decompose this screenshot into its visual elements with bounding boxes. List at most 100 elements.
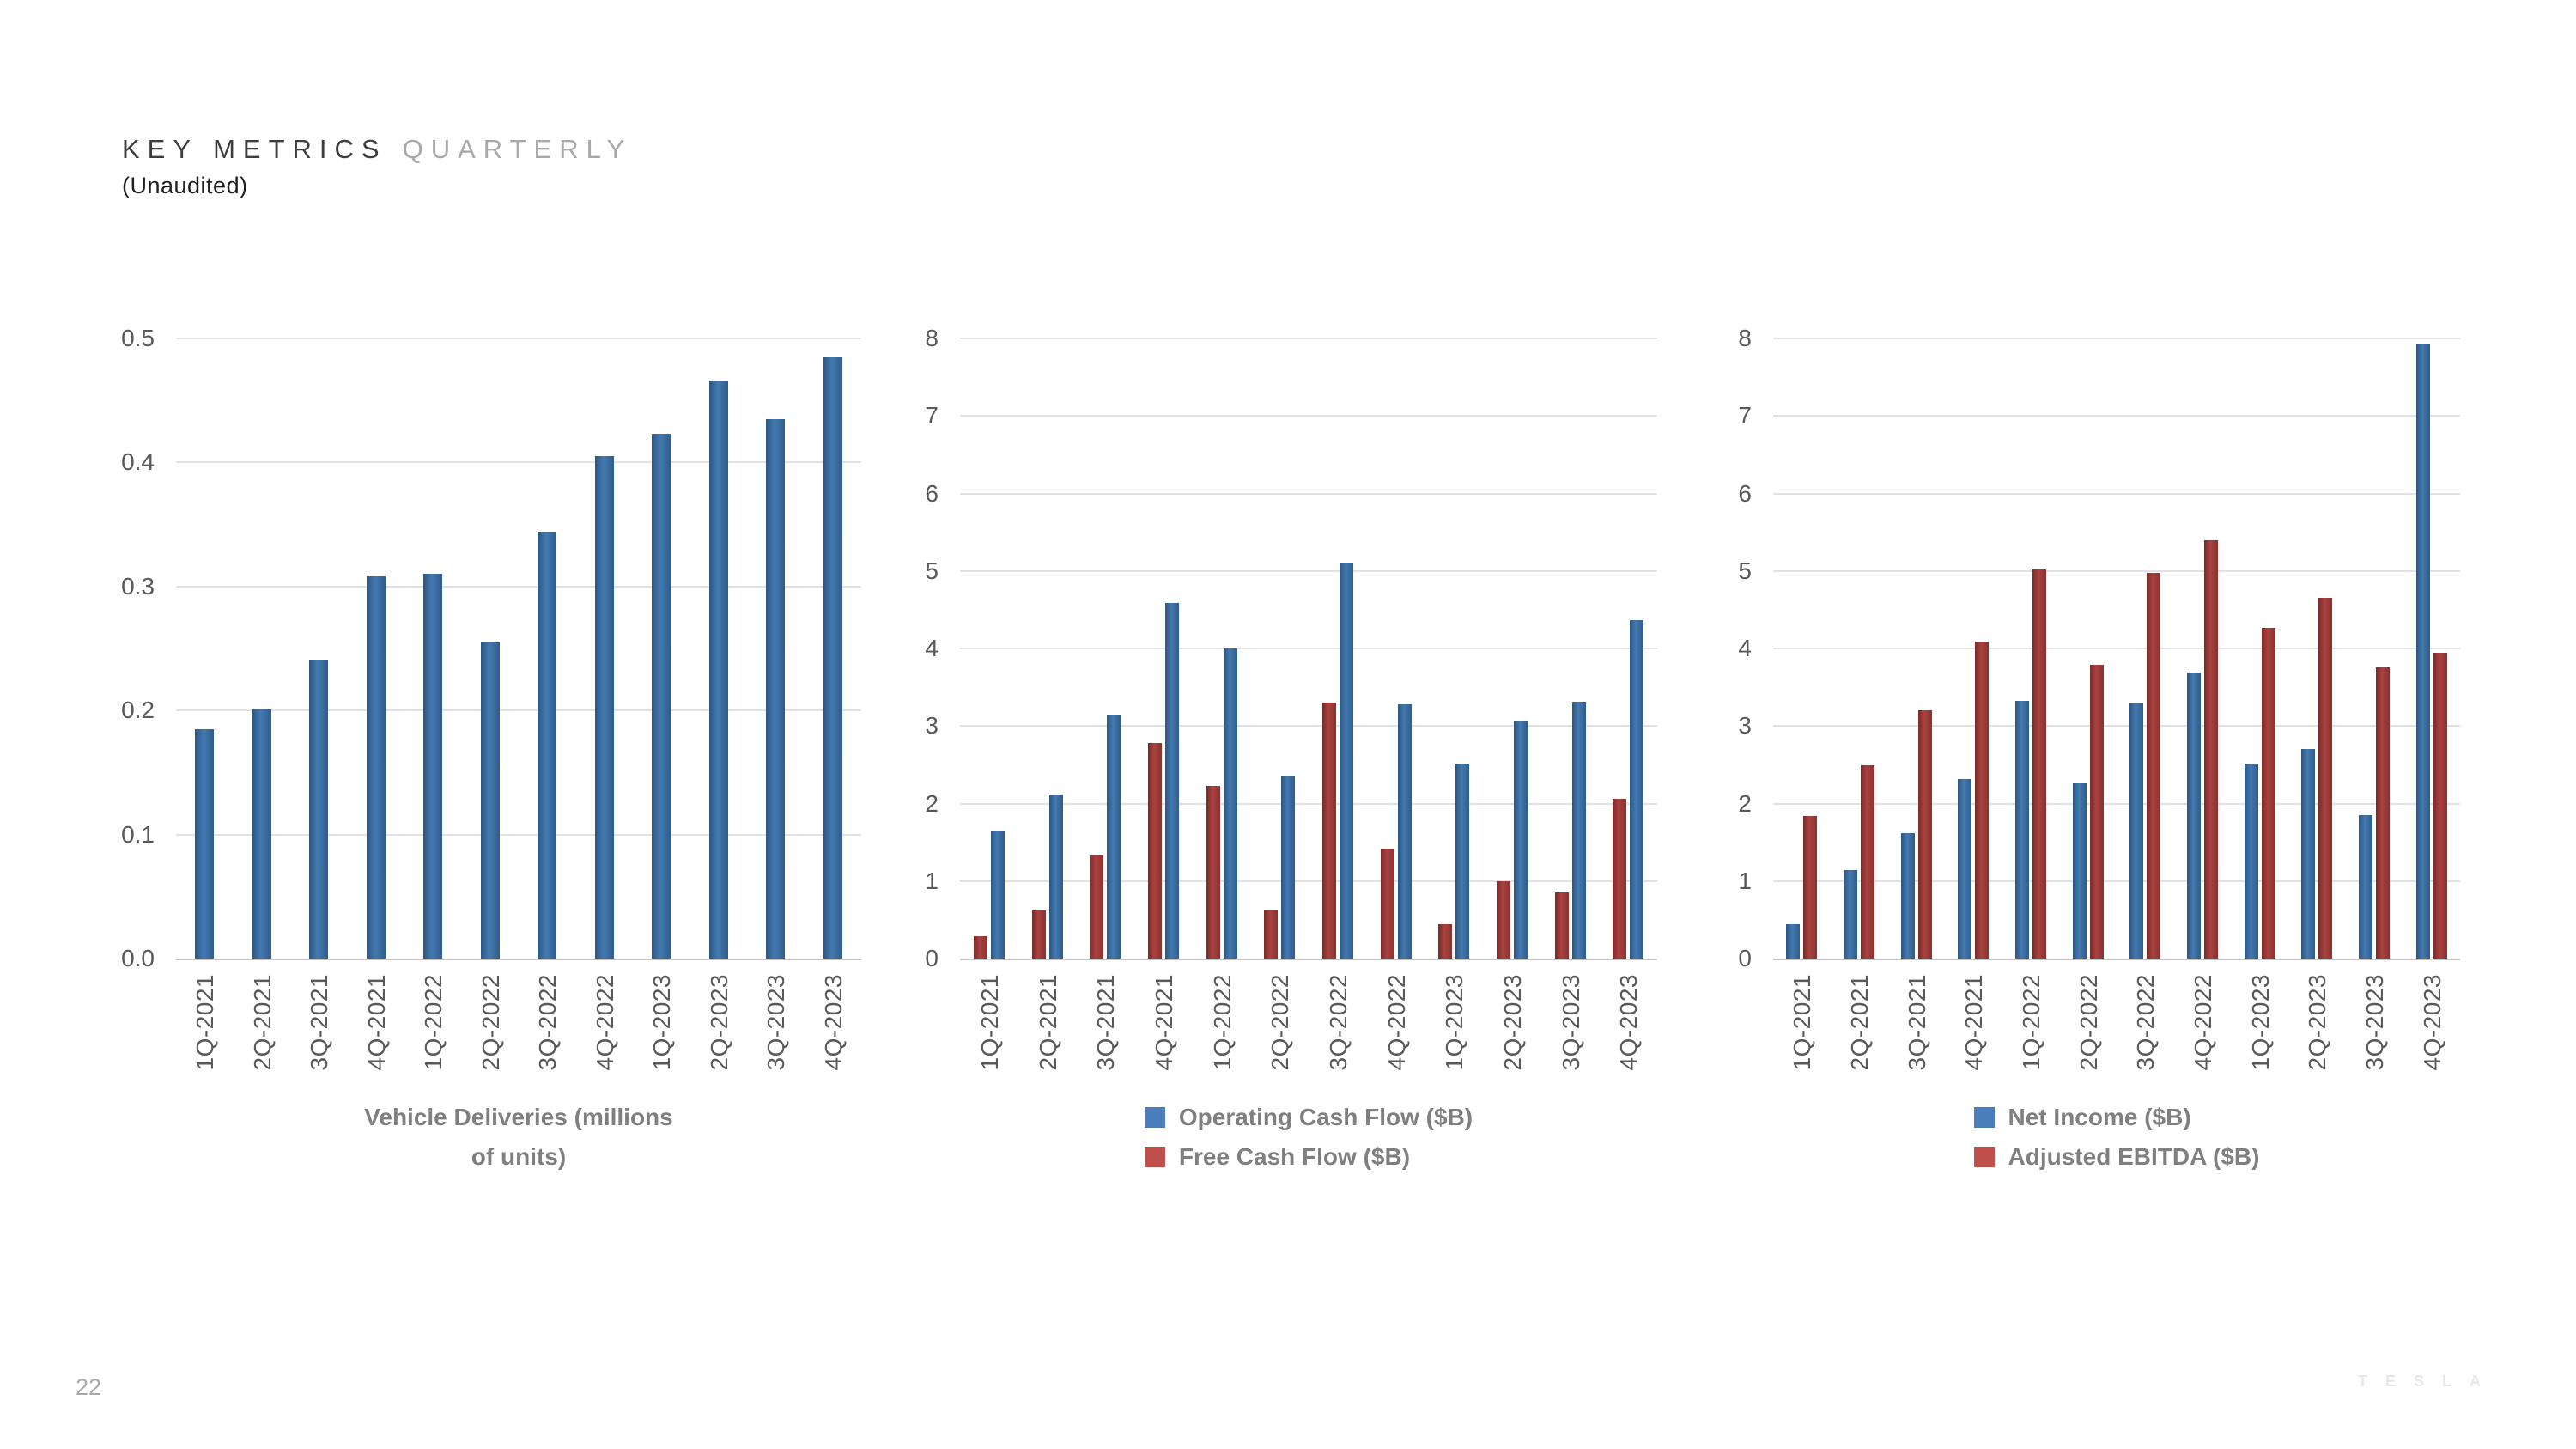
- x-tick-label: 3Q-2021: [1092, 974, 1120, 1071]
- bar-adjusted-ebitda-b-4q-2023: [2433, 652, 2447, 959]
- bar-adjusted-ebitda-b-4q-2021: [1975, 641, 1990, 959]
- blue-legend-swatch-icon: [1973, 1107, 1995, 1128]
- gridline: [1773, 492, 2460, 495]
- gridline: [960, 725, 1657, 728]
- legend-entry-net-income-b: Net Income ($B): [1973, 1098, 2260, 1137]
- x-tick-label: 2Q-2023: [705, 974, 732, 1071]
- page-title: KEY METRICS QUARTERLY: [122, 134, 632, 165]
- x-tick-label: 1Q-2021: [975, 974, 1003, 1071]
- bar-net-income-b-1q-2022: [2015, 701, 2029, 959]
- bar-operating-cash-flow-b-2q-2022: [1281, 776, 1296, 959]
- gridline: [1773, 338, 2460, 339]
- y-tick-label: 0.0: [121, 945, 155, 971]
- x-tick-label: 4Q-2022: [2190, 974, 2216, 1071]
- gridline: [960, 492, 1657, 495]
- bar-vehicle-deliveries-millions-of-units-4q-2022: [594, 456, 614, 959]
- y-tick-label: 0: [925, 945, 939, 971]
- bar-operating-cash-flow-b-4q-2023: [1630, 619, 1644, 959]
- bar-adjusted-ebitda-b-1q-2022: [2032, 569, 2046, 959]
- bar-free-cash-flow-b-3q-2021: [1090, 855, 1104, 959]
- bar-vehicle-deliveries-millions-of-units-3q-2023: [766, 418, 786, 959]
- page-title-secondary: QUARTERLY: [402, 134, 633, 164]
- x-tick-label: 4Q-2022: [1382, 974, 1410, 1071]
- page-subtitle: (Unaudited): [122, 173, 248, 198]
- x-tick-label: 3Q-2021: [1903, 974, 1930, 1071]
- x-axis: 1Q-2021 2Q-2021 3Q-2021 4Q-2021 1Q-2022 2Q-20…: [960, 969, 1657, 1098]
- legend-entry-adjusted-ebitda-b: Adjusted EBITDA ($B): [1973, 1137, 2259, 1177]
- y-tick-label: 4: [925, 635, 939, 661]
- bar-adjusted-ebitda-b-2q-2023: [2318, 598, 2333, 959]
- bar-free-cash-flow-b-1q-2021: [973, 935, 987, 959]
- y-tick-label: 0.5: [121, 325, 155, 351]
- x-tick-label: 1Q-2023: [2246, 974, 2274, 1071]
- y-tick-label: 7: [1738, 402, 1752, 429]
- y-tick-label: 6: [925, 479, 939, 507]
- bar-net-income-b-1q-2021: [1786, 924, 1801, 959]
- x-tick-label: 3Q-2021: [306, 974, 333, 1071]
- y-tick-label: 2: [1738, 789, 1752, 817]
- y-tick-label: 2: [925, 789, 939, 817]
- bar-vehicle-deliveries-millions-of-units-1q-2023: [652, 434, 671, 959]
- bar-free-cash-flow-b-2q-2023: [1496, 880, 1510, 959]
- x-tick-label: 3Q-2023: [2361, 974, 2388, 1071]
- legend-box: Operating Cash Flow ($B) Free Cash Flow (…: [1144, 1098, 1473, 1177]
- bar-adjusted-ebitda-b-3q-2023: [2376, 667, 2390, 959]
- x-axis: 1Q-2021 2Q-2021 3Q-2021 4Q-2021 1Q-2022 2Q-20…: [1773, 969, 2460, 1098]
- y-tick-label: 4: [1738, 635, 1752, 661]
- y-tick-label: 3: [925, 712, 939, 740]
- x-tick-label: 1Q-2021: [191, 974, 219, 1071]
- bar-operating-cash-flow-b-1q-2023: [1455, 764, 1470, 959]
- bar-net-income-b-4q-2023: [2415, 344, 2430, 959]
- x-tick-label: 4Q-2023: [2418, 974, 2445, 1071]
- legend-entry-free-cash-flow-b: Free Cash Flow ($B): [1144, 1137, 1473, 1177]
- gridline: [960, 802, 1657, 805]
- bar-vehicle-deliveries-millions-of-units-1q-2021: [195, 728, 215, 959]
- bar-adjusted-ebitda-b-1q-2023: [2261, 627, 2275, 959]
- bar-free-cash-flow-b-3q-2022: [1321, 703, 1336, 959]
- legend-entry-operating-cash-flow-b: Operating Cash Flow ($B): [1144, 1098, 1473, 1137]
- y-tick-label: 5: [925, 557, 939, 584]
- y-tick-label: 0.1: [121, 820, 155, 848]
- x-tick-label: 4Q-2023: [1615, 974, 1643, 1071]
- bar-net-income-b-2q-2022: [2072, 783, 2087, 959]
- gridline: [1773, 648, 2460, 649]
- bar-free-cash-flow-b-2q-2022: [1264, 910, 1279, 959]
- x-tick-label: 1Q-2022: [2018, 974, 2044, 1071]
- bar-free-cash-flow-b-3q-2023: [1554, 892, 1569, 959]
- plot-area: [960, 338, 1657, 960]
- bar-free-cash-flow-b-4q-2021: [1147, 743, 1162, 959]
- chart-vehicle-deliveries: 0.0 0.1 0.2 0.3 0.4 0.5 1Q-2021 2Q-2021 3Q-2021…: [107, 325, 880, 1271]
- header: KEY METRICS QUARTERLY (Unaudited): [122, 134, 632, 199]
- gridline: [1773, 880, 2460, 882]
- bar-operating-cash-flow-b-4q-2022: [1397, 703, 1412, 959]
- gridline: [960, 880, 1657, 882]
- gridline: [176, 585, 861, 588]
- bar-adjusted-ebitda-b-4q-2022: [2204, 539, 2218, 959]
- bar-adjusted-ebitda-b-1q-2021: [1803, 815, 1818, 959]
- y-tick-label: 0.3: [121, 572, 155, 600]
- gridline: [960, 648, 1657, 649]
- gridline: [176, 461, 861, 464]
- bar-net-income-b-2q-2021: [1844, 870, 1857, 959]
- y-tick-label: 7: [925, 402, 939, 429]
- page-number: 22: [76, 1374, 102, 1400]
- x-tick-label: 3Q-2023: [762, 974, 790, 1071]
- y-tick-label: 1: [925, 867, 939, 894]
- bar-adjusted-ebitda-b-3q-2022: [2147, 573, 2161, 959]
- legend: Net Income ($B) Adjusted EBITDA ($B): [1773, 1098, 2460, 1177]
- x-tick-label: 4Q-2021: [1960, 974, 1988, 1071]
- y-tick-label: 0.2: [121, 697, 155, 724]
- bar-vehicle-deliveries-millions-of-units-4q-2021: [366, 576, 386, 959]
- bar-free-cash-flow-b-4q-2022: [1380, 848, 1394, 959]
- gridline: [1773, 569, 2460, 572]
- x-tick-label: 1Q-2021: [1789, 974, 1816, 1071]
- bar-vehicle-deliveries-millions-of-units-3q-2021: [309, 660, 329, 959]
- blue-legend-swatch-icon: [1144, 1107, 1165, 1128]
- gridline: [960, 569, 1657, 572]
- page-title-primary: KEY METRICS: [122, 134, 387, 164]
- x-tick-label: 4Q-2022: [591, 974, 618, 1071]
- gridline: [960, 338, 1657, 339]
- bar-adjusted-ebitda-b-2q-2021: [1861, 765, 1874, 959]
- bar-operating-cash-flow-b-3q-2022: [1339, 563, 1353, 959]
